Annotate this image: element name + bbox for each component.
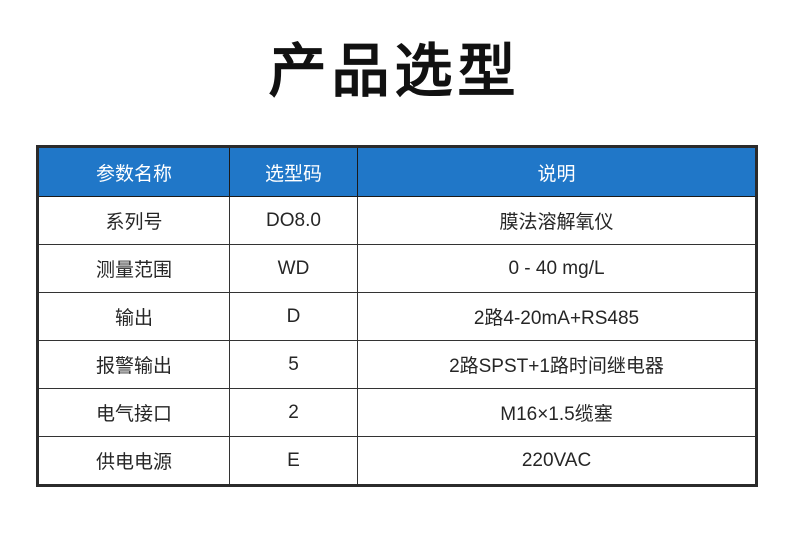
desc-cell: 膜法溶解氧仪 (357, 196, 757, 245)
param-cell: 系列号 (37, 196, 230, 245)
desc-cell: 0 - 40 mg/L (357, 244, 757, 293)
product-selection-table: 参数名称 选型码 说明 系列号 DO8.0 膜法溶解氧仪 测量范围 WD 0 -… (36, 145, 758, 487)
table-row: 输出 D 2路4-20mA+RS485 (37, 292, 757, 341)
product-selection-table-container: 参数名称 选型码 说明 系列号 DO8.0 膜法溶解氧仪 测量范围 WD 0 -… (36, 145, 758, 487)
code-cell: WD (229, 244, 358, 293)
desc-cell: 220VAC (357, 436, 757, 486)
table-row: 电气接口 2 M16×1.5缆塞 (37, 388, 757, 437)
table-header-row: 参数名称 选型码 说明 (37, 146, 757, 197)
desc-cell: 2路SPST+1路时间继电器 (357, 340, 757, 389)
table-row: 系列号 DO8.0 膜法溶解氧仪 (37, 196, 757, 245)
code-cell: DO8.0 (229, 196, 358, 245)
code-cell: E (229, 436, 358, 486)
header-cell-parameter-name: 参数名称 (37, 146, 230, 197)
param-cell: 报警输出 (37, 340, 230, 389)
page-title: 产品选型 (268, 39, 521, 104)
code-cell: 2 (229, 388, 358, 437)
param-cell: 输出 (37, 292, 230, 341)
desc-cell: 2路4-20mA+RS485 (357, 292, 757, 341)
code-cell: 5 (229, 340, 358, 389)
desc-cell: M16×1.5缆塞 (357, 388, 757, 437)
table-row: 测量范围 WD 0 - 40 mg/L (37, 244, 757, 293)
param-cell: 供电电源 (37, 436, 230, 486)
table-row: 报警输出 5 2路SPST+1路时间继电器 (37, 340, 757, 389)
param-cell: 测量范围 (37, 244, 230, 293)
header-cell-description: 说明 (357, 146, 757, 197)
param-cell: 电气接口 (37, 388, 230, 437)
code-cell: D (229, 292, 358, 341)
header-cell-selection-code: 选型码 (229, 146, 358, 197)
table-row: 供电电源 E 220VAC (37, 436, 757, 486)
